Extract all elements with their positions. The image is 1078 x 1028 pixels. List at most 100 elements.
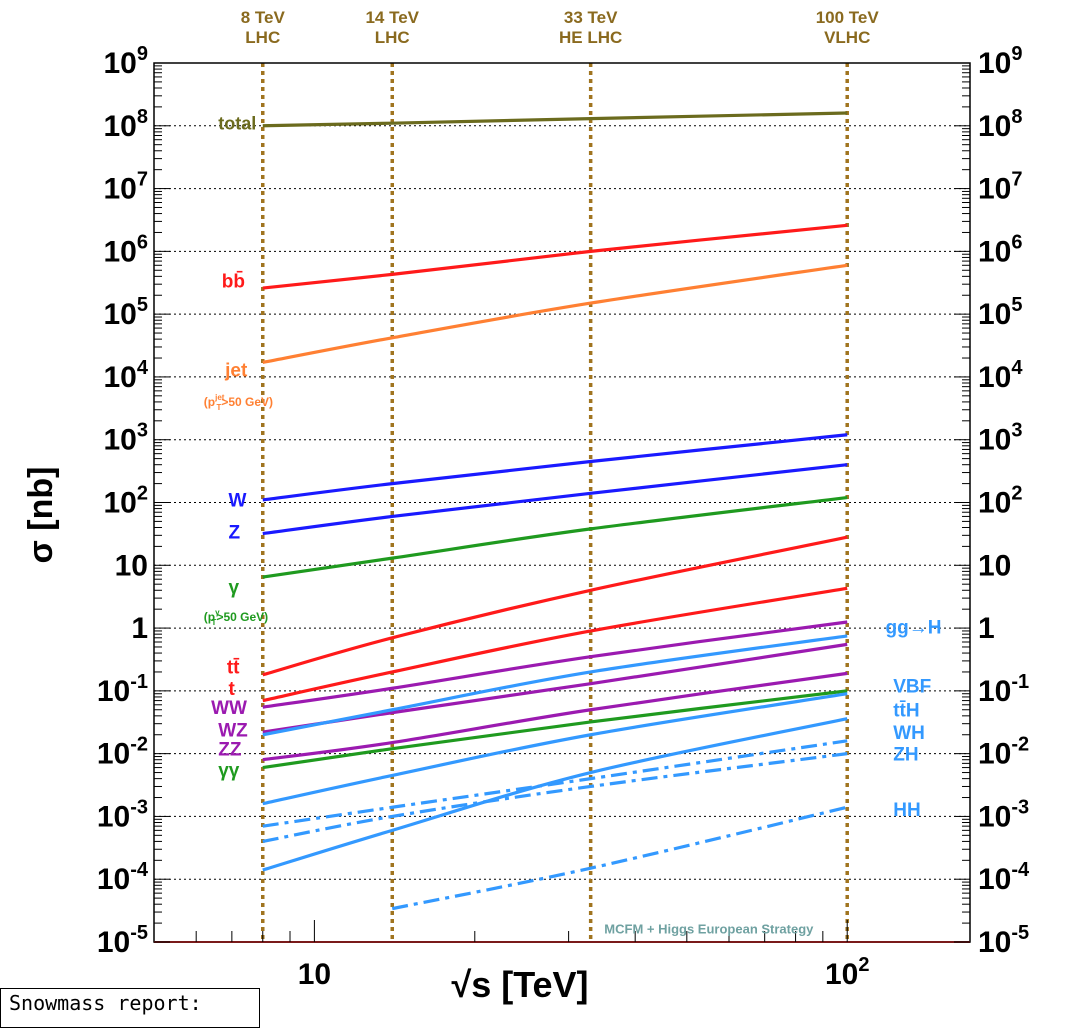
process-label-cut: >50 GeV) (221, 395, 273, 409)
series-line (391, 805, 848, 911)
process-label: W (229, 491, 247, 512)
y-tick-label-right: 103 (978, 420, 1023, 457)
energy-marker-collider: LHC (245, 28, 280, 47)
tick-exponent: 6 (1011, 231, 1022, 253)
y-tick-label-right: 104 (978, 357, 1023, 394)
note-box: Snowmass report: (0, 988, 260, 1028)
process-label-text: ZH (893, 744, 918, 765)
tick-base: 10 (97, 863, 130, 896)
process-label-text: WW (211, 698, 247, 719)
tick-exponent: 4 (137, 357, 149, 379)
tick-base: 10 (978, 47, 1011, 80)
y-tick-label-right: 10-5 (978, 922, 1029, 959)
tick-base: 10 (104, 235, 137, 268)
process-label: bb̄ (222, 271, 245, 292)
tick-base: 10 (104, 298, 137, 331)
tick-exponent: 6 (137, 231, 148, 253)
y-tick-label: 106 (104, 231, 149, 268)
process-label-sup: γ (215, 608, 220, 617)
series-line (262, 111, 848, 128)
process-label-text: WH (893, 723, 925, 744)
tick-base: 10 (298, 958, 331, 991)
tick-base: 10 (104, 361, 137, 394)
y-tick-label: 10-3 (97, 796, 148, 833)
process-label: WZ (218, 720, 248, 741)
series-line (262, 586, 848, 703)
process-label-text: WZ (218, 720, 248, 741)
tick-base: 10 (97, 800, 130, 833)
tick-base: 10 (825, 958, 858, 991)
process-label-text: VBF (893, 677, 931, 698)
process-label-text: tt̄ (227, 658, 240, 679)
y-tick-label-right: 10-4 (978, 859, 1030, 896)
y-tick-label: 104 (104, 357, 149, 394)
process-label: gg→H (886, 617, 942, 638)
process-label-text: bb̄ (222, 271, 245, 292)
tick-base: 10 (104, 47, 137, 80)
y-tick-label: 10 (115, 549, 148, 582)
series-line (262, 433, 848, 502)
note-text: Snowmass report: (9, 991, 202, 1015)
process-label: ZZ (218, 739, 242, 760)
tick-exponent: 2 (858, 954, 869, 976)
series-line (262, 263, 848, 365)
tick-base: 10 (115, 549, 148, 582)
tick-exponent: -1 (130, 671, 148, 693)
y-tick-label: 10-4 (97, 859, 149, 896)
series-line (262, 223, 848, 290)
tick-exponent: -1 (1011, 671, 1029, 693)
y-tick-label: 10-5 (97, 922, 148, 959)
series-line (262, 535, 848, 677)
series-line (262, 671, 848, 762)
process-label-text: HH (893, 800, 920, 821)
tick-base: 10 (104, 424, 137, 457)
y-tick-label-right: 1 (978, 612, 995, 645)
y-tick-label-right: 10-2 (978, 734, 1029, 771)
series-line (262, 739, 848, 828)
tick-base: 1 (131, 612, 148, 645)
tick-base: 10 (978, 800, 1011, 833)
tick-base: 10 (978, 549, 1011, 582)
process-label: WW (211, 698, 247, 719)
process-label: γ (229, 578, 240, 599)
tick-base: 10 (104, 487, 137, 520)
x-axis-label: √s [TeV] (451, 964, 588, 1005)
grid-layer (154, 125, 970, 880)
series-line (262, 620, 848, 709)
y-tick-label-right: 107 (978, 169, 1023, 206)
y-tick-label-right: 109 (978, 43, 1023, 80)
process-label-text: ZZ (218, 739, 242, 760)
series-line (262, 717, 848, 872)
tick-exponent: 8 (1011, 106, 1022, 128)
tick-base: 1 (978, 612, 995, 645)
tick-base: 10 (978, 361, 1011, 394)
series-line (262, 752, 848, 843)
process-label: ZH (893, 744, 918, 765)
process-label: tt̄ (227, 658, 240, 679)
y-axis-label: σ [nb] (22, 467, 60, 564)
process-label: MCFM + Higgs European Strategy (604, 922, 814, 937)
energy-marker-collider: VLHC (824, 28, 870, 47)
tick-base: 10 (978, 926, 1011, 959)
process-label: (pγ T>50 GeV) (204, 608, 268, 627)
process-label: VBF (893, 677, 931, 698)
y-tick-label: 105 (104, 294, 149, 331)
tick-base: 10 (978, 235, 1011, 268)
y-tick-label-right: 10-3 (978, 796, 1029, 833)
process-label-text: W (229, 491, 247, 512)
tick-exponent: 3 (137, 420, 148, 442)
tick-exponent: -2 (130, 734, 148, 756)
process-label: γγ (218, 761, 240, 782)
tick-exponent: -5 (130, 922, 148, 944)
process-label-text: gg→H (886, 617, 942, 638)
y-tick-label-right: 10-1 (978, 671, 1029, 708)
y-tick-label-right: 10 (978, 549, 1011, 582)
series-layer (262, 111, 848, 911)
y-tick-label-right: 105 (978, 294, 1023, 331)
energy-marker-collider: LHC (375, 28, 410, 47)
tick-exponent: 3 (1011, 420, 1022, 442)
y-tick-label: 10-2 (97, 734, 148, 771)
process-label-sub: T (216, 403, 221, 412)
